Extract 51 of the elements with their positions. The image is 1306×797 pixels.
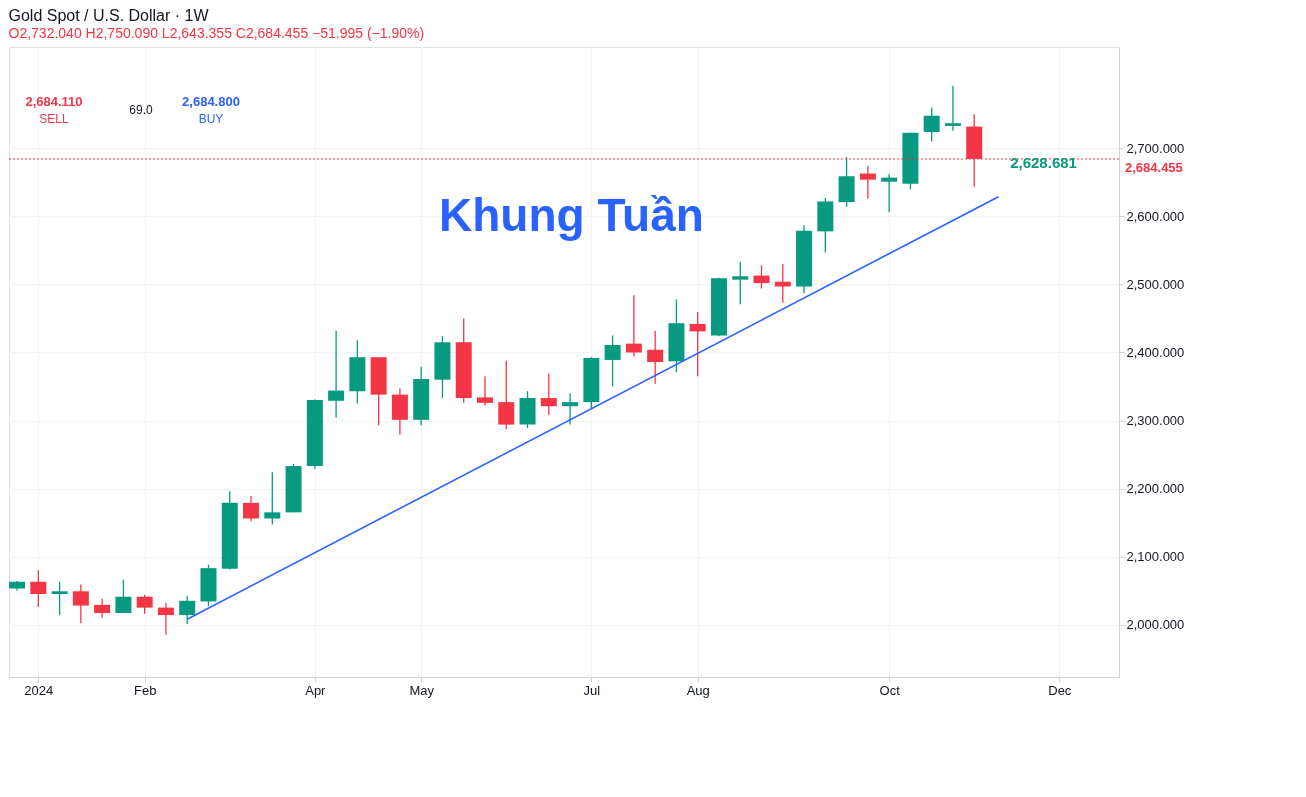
- candlestick: [604, 334, 621, 388]
- candlestick: [498, 359, 515, 430]
- y-tick-label: 2,500.000: [1126, 276, 1185, 292]
- x-tick-label: Feb: [133, 682, 157, 698]
- y-tick-label: 2,200.000: [1126, 481, 1185, 497]
- candlestick: [30, 569, 47, 608]
- candlestick: [732, 261, 749, 305]
- candlestick: [51, 581, 68, 616]
- annotation: Khung Tuần: [439, 189, 704, 241]
- y-tick-label: 2,400.000: [1126, 344, 1185, 360]
- candlestick: [753, 264, 770, 290]
- candlestick: [115, 579, 132, 614]
- candlestick: [625, 294, 642, 358]
- candlestick: [264, 471, 281, 526]
- y-tick-label: 2,600.000: [1126, 208, 1185, 224]
- chart-subtitle: O2,732.040 H2,750.090 L2,643.355 C2,684.455 −51.995 (−1.90%): [8, 25, 425, 41]
- candlestick: [136, 594, 153, 615]
- candlestick: [179, 595, 196, 625]
- candlestick: [94, 598, 111, 619]
- annotation: 69.0: [129, 103, 153, 117]
- chart-title: Gold Spot / U.S. Dollar · 1W: [8, 7, 210, 24]
- candlestick: [540, 372, 557, 416]
- candlestick: [881, 173, 898, 213]
- x-tick-label: May: [409, 682, 435, 698]
- annotation: 2,628.681: [1010, 153, 1077, 171]
- candlestick: [243, 495, 260, 522]
- x-tick-label: 2024: [24, 682, 54, 698]
- annotation: 2,684.110: [25, 94, 83, 109]
- candlestick: [923, 106, 940, 143]
- y-tick-label: 2,300.000: [1126, 413, 1185, 429]
- x-tick-label: Dec: [1048, 682, 1072, 698]
- candlestick: [859, 165, 876, 200]
- x-tick-label: Oct: [879, 682, 901, 698]
- y-tick-label: 2,700.000: [1126, 140, 1185, 156]
- candlestick: [328, 330, 345, 419]
- candlestick: [157, 602, 174, 636]
- candlestick: [689, 311, 706, 377]
- ref-line-label: 2,684.455: [1125, 159, 1183, 175]
- candlestick: [647, 330, 664, 385]
- candlestick: [476, 375, 493, 407]
- x-tick-label: Aug: [686, 682, 710, 698]
- candlestick: [944, 85, 961, 132]
- annotation: 2,684.800: [182, 94, 240, 109]
- y-tick-label: 2,100.000: [1126, 549, 1185, 565]
- candlestick: [562, 392, 579, 426]
- annotation: SELL: [39, 112, 69, 126]
- x-tick-label: Apr: [305, 682, 327, 698]
- x-tick-label: Jul: [583, 682, 601, 698]
- candlestick: [72, 583, 89, 624]
- annotation: BUY: [198, 112, 224, 126]
- y-tick-label: 2,000.000: [1126, 617, 1185, 633]
